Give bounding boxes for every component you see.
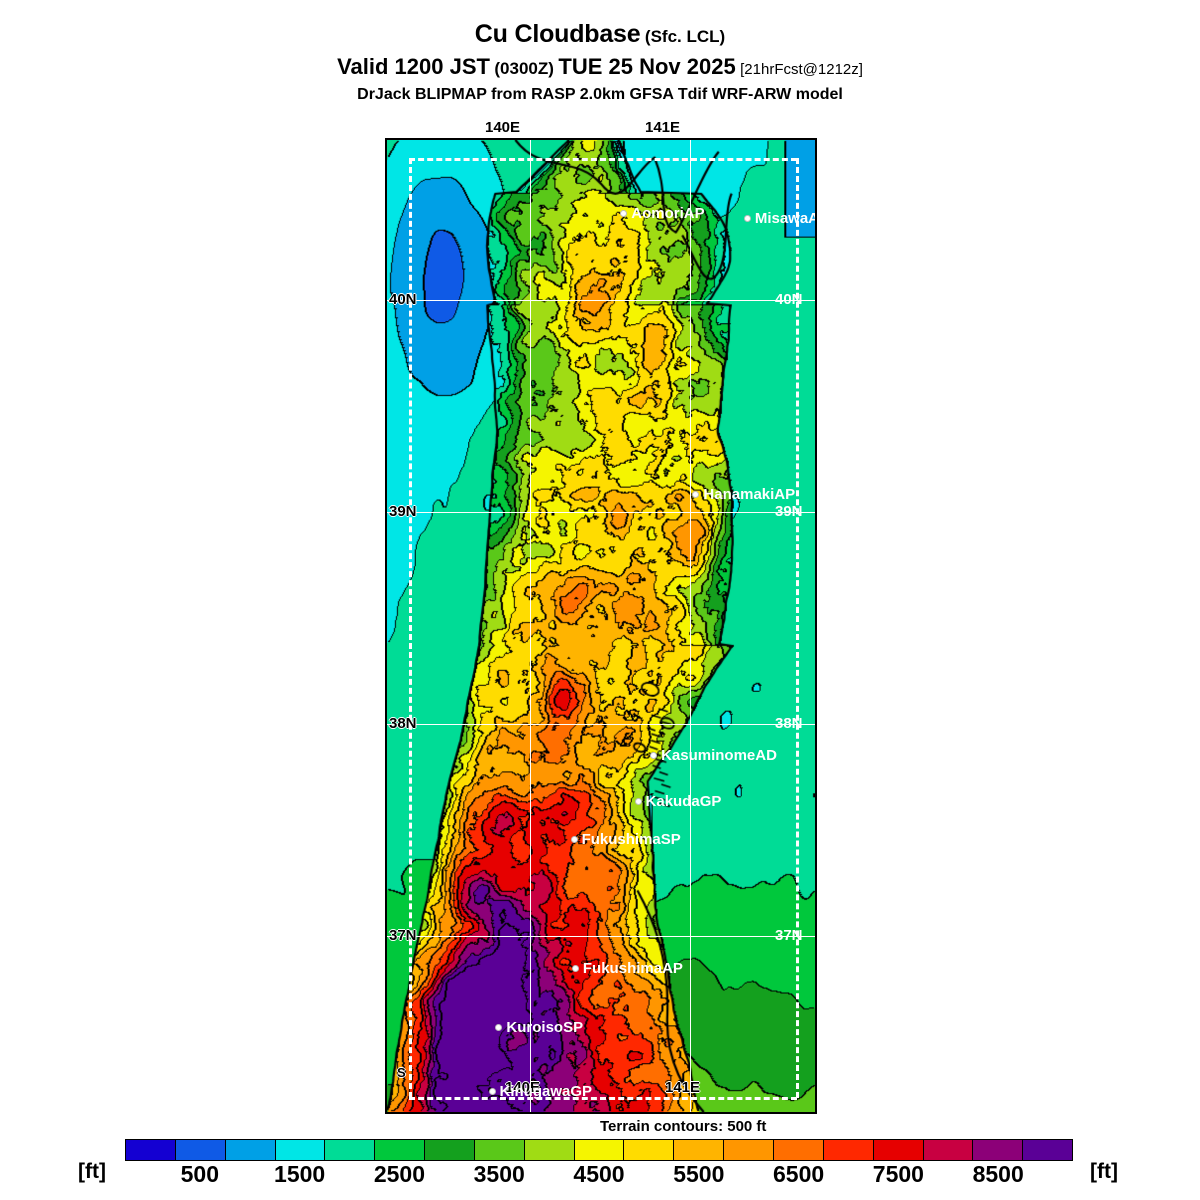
colorbar-tick-label: 6500	[772, 1161, 825, 1187]
colorbar-segment	[126, 1140, 176, 1160]
colorbar-tick-label: 500	[180, 1161, 220, 1187]
valid-time-label: Valid 1200 JST	[337, 54, 490, 79]
lon-label-top-140e: 140E	[485, 119, 521, 136]
colorbar-segment	[325, 1140, 376, 1160]
colorbar-tick-label: 1500	[274, 1161, 326, 1187]
colorbar-swatches[interactable]	[125, 1139, 1073, 1161]
colorbar-segment	[474, 1140, 525, 1160]
colorbar-segment	[624, 1140, 675, 1160]
colorbar-segment	[923, 1140, 974, 1160]
colorbar-tick-label: 5500	[673, 1161, 725, 1187]
colorbar-segment	[574, 1140, 625, 1160]
colorbar-segment	[375, 1140, 426, 1160]
colorbar-segment	[674, 1140, 725, 1160]
model-source-line: DrJack BLIPMAP from RASP 2.0km GFSA Tdif…	[357, 86, 843, 103]
page-title: Cu Cloudbase (Sfc. LCL) Valid 1200 JST (…	[0, 22, 1200, 104]
colorbar-segment	[225, 1140, 276, 1160]
colorbar-segment	[823, 1140, 874, 1160]
colorbar-tick-label: 8500	[972, 1161, 1024, 1187]
title-line-valid: Valid 1200 JST (0300Z) TUE 25 Nov 2025 […	[0, 56, 1200, 78]
title-variable-qualifier: (Sfc. LCL)	[644, 27, 726, 46]
colorbar-segment	[724, 1140, 774, 1160]
forecast-map[interactable]: 40N 39N 38N 37N 40N 39N 38N 37N 140E 141…	[385, 138, 817, 1114]
cloudbase-raster	[387, 140, 815, 1112]
colorbar-segment	[873, 1140, 924, 1160]
colorbar-segment	[773, 1140, 824, 1160]
colorbar-unit-left: [ft]	[78, 1160, 106, 1183]
colorbar-segment	[1023, 1140, 1073, 1160]
valid-time-utc: (0300Z)	[494, 59, 554, 78]
colorbar-legend: [ft] [ft] 500 1500 2500 3500 4500 5500 6500 750…	[0, 1139, 1200, 1199]
colorbar-tick-label: 7500	[872, 1161, 924, 1187]
title-variable: Cu Cloudbase	[474, 20, 641, 48]
valid-date: TUE 25 Nov 2025	[558, 54, 736, 79]
title-line-main: Cu Cloudbase (Sfc. LCL)	[0, 22, 1200, 47]
colorbar-tick-label: 4500	[573, 1161, 625, 1187]
forecast-hour-tag: [21hrFcst@1212z]	[740, 61, 863, 78]
colorbar-segment	[425, 1140, 475, 1160]
lon-label-top-141e: 141E	[645, 119, 681, 136]
colorbar-segment	[524, 1140, 575, 1160]
colorbar-segment	[175, 1140, 226, 1160]
colorbar-unit-right: [ft]	[1090, 1160, 1118, 1183]
colorbar-tick-label: 3500	[473, 1161, 525, 1187]
terrain-contour-note: Terrain contours: 500 ft	[600, 1118, 767, 1135]
colorbar-segment	[973, 1140, 1024, 1160]
colorbar-segment	[275, 1140, 326, 1160]
colorbar-tick-label: 2500	[373, 1161, 425, 1187]
